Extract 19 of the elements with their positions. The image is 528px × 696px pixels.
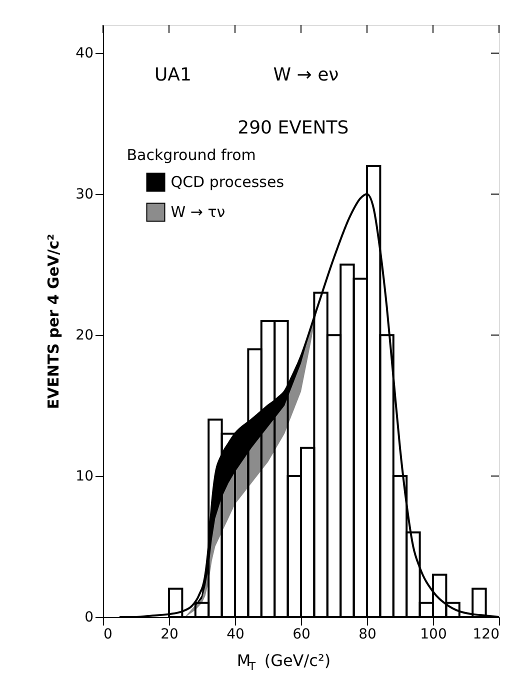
x-tick-label: 80 — [358, 626, 376, 642]
legend-label: QCD processes — [170, 173, 284, 192]
legend-title: Background from — [126, 146, 256, 164]
annotation: W → eν — [273, 64, 339, 86]
x-tick-label: 60 — [292, 626, 310, 642]
x-tick-label: 100 — [420, 626, 447, 642]
y-tick-label: 10 — [76, 468, 94, 485]
x-tick-label: 40 — [226, 626, 244, 642]
y-axis-title: EVENTS per 4 GeV/c² — [44, 234, 63, 410]
y-tick-label: 30 — [76, 186, 94, 203]
x-tick-label: 120 — [472, 626, 500, 642]
y-tick-label: 20 — [76, 328, 94, 344]
x-tick-label: 0 — [104, 626, 112, 642]
legend-label: W → τν — [170, 203, 226, 222]
x-tick-label: 20 — [160, 626, 178, 642]
y-tick-label: 0 — [84, 610, 94, 626]
annotation: UA1 — [154, 64, 192, 86]
annotation: 290 EVENTS — [238, 118, 349, 139]
y-tick-label: 40 — [76, 46, 94, 62]
